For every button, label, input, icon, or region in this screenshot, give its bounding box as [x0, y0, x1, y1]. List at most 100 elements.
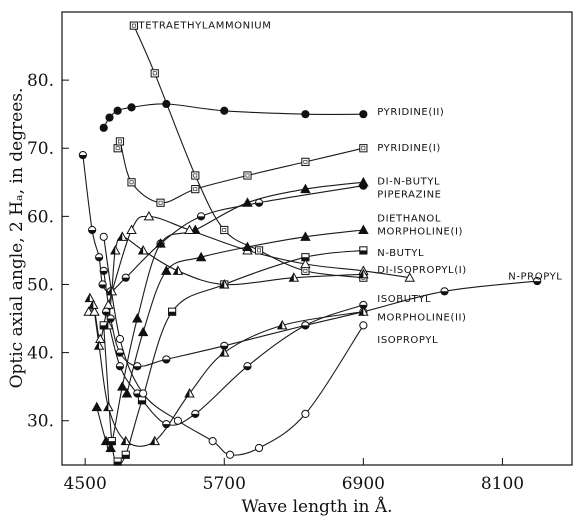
- point-unlabeled-11-1: [137, 326, 149, 337]
- point-n-butyl-8: [359, 246, 368, 255]
- point-morpholine-ii-7: [219, 347, 230, 357]
- series-label-di-n-butyl-piperazine-line1: PIPERAZINE: [377, 189, 441, 200]
- y-tick-label: 40.: [27, 344, 54, 364]
- point-morpholine-ii-8: [276, 319, 288, 330]
- point-n-propyl-8: [440, 287, 449, 296]
- point-pyridine-i-6: [301, 157, 310, 166]
- series-line-di-n-butyl-piperazine: [82, 155, 364, 293]
- point-isopropyl-4: [208, 437, 217, 446]
- series-label-di-n-butyl-piperazine-line0: DI-N-BUTYL: [377, 176, 440, 187]
- point-isobutyl-5: [243, 362, 252, 371]
- point-di-isopropyl-i-5: [143, 210, 155, 221]
- point-n-butyl-1: [107, 437, 116, 446]
- point-unlabeled-12-3: [117, 231, 128, 241]
- series-label-n-butyl: N-BUTYL: [377, 248, 424, 259]
- point-tetraethylammonium-1: [150, 69, 159, 78]
- point-isopropyl-0: [99, 232, 108, 241]
- point-diethanol-morpholine-i-3: [117, 381, 128, 391]
- point-di-n-butyl-piperazine-1: [88, 225, 97, 235]
- point-morpholine-ii-6: [184, 388, 195, 398]
- series-line-pyridine-ii: [103, 103, 364, 129]
- point-diethanol-morpholine-i-8: [300, 183, 311, 194]
- y-tick-label: 50.: [27, 275, 54, 295]
- point-n-propyl-4: [162, 355, 171, 364]
- point-unlabeled-12-5: [172, 265, 184, 275]
- y-tick-label: 80.: [27, 71, 54, 91]
- point-pyridine-ii-5: [220, 106, 229, 115]
- series-line-isobutyl: [105, 304, 364, 426]
- point-n-propyl-0: [99, 266, 108, 275]
- series-label-tetraethylammonium: TETRAETHYLAMMONIUM: [138, 20, 272, 31]
- point-diethanol-morpholine-i-5: [155, 238, 166, 248]
- point-pyridine-ii-4: [162, 99, 171, 109]
- point-pyridine-ii-7: [359, 110, 368, 119]
- curves: [82, 25, 538, 464]
- point-pyridine-i-0: [113, 144, 122, 153]
- point-morpholine-ii-5: [149, 435, 160, 446]
- point-pyridine-ii-2: [113, 106, 122, 115]
- point-pyridine-i-3: [156, 198, 165, 207]
- point-pyridine-i-2: [127, 178, 136, 187]
- series-label-isopropyl: ISOPROPYL: [377, 335, 438, 346]
- point-diethanol-morpholine-i-7: [242, 197, 253, 207]
- point-isopropyl-5: [225, 450, 235, 459]
- y-tick-label: 70.: [27, 139, 54, 159]
- x-axis-label: Wave length in Å.: [241, 496, 392, 517]
- point-n-butyl-5: [168, 307, 177, 316]
- point-unlabeled-12-1: [106, 285, 118, 296]
- point-isopropyl-2: [139, 389, 148, 398]
- point-di-isopropyl-i-10: [404, 272, 415, 282]
- point-unlabeled-12-6: [219, 279, 230, 289]
- y-tick-label: 60.: [27, 207, 54, 227]
- point-unlabeled-12-4: [137, 244, 149, 255]
- point-tetraethylammonium-0: [129, 21, 138, 30]
- point-di-n-butyl-piperazine-0: [78, 150, 87, 160]
- series-label-diethanol-morpholine-i-line0: DIETHANOL: [377, 214, 441, 225]
- point-isobutyl-6: [301, 321, 310, 330]
- series-labels: TETRAETHYLAMMONIUM PYRIDINE(II) PYRIDINE(I…: [138, 20, 562, 346]
- point-unlabeled-11-4: [242, 241, 253, 252]
- point-n-butyl-2: [113, 457, 122, 466]
- point-isobutyl-3: [162, 420, 171, 429]
- point-isopropyl-8: [359, 321, 368, 330]
- x-tick-label: 6900: [342, 474, 385, 494]
- point-di-n-butyl-piperazine-2: [94, 253, 104, 262]
- markers: [78, 21, 542, 466]
- series-label-n-propyl: N-PROPYL: [508, 272, 562, 283]
- point-di-n-butyl-piperazine-8: [254, 198, 264, 207]
- point-unlabeled-12-2: [110, 244, 121, 255]
- point-unlabeled-11-5: [300, 231, 311, 241]
- point-di-isopropyl-i-4: [126, 224, 137, 235]
- point-unlabeled-11-3: [195, 251, 207, 262]
- series-label-isobutyl: ISOBUTYL: [377, 294, 431, 305]
- point-pyridine-ii-1: [105, 113, 114, 122]
- point-n-butyl-3: [121, 450, 130, 459]
- point-unlabeled-11-6: [358, 224, 369, 235]
- series-label-diethanol-morpholine-i-line1: MORPHOLINE(I): [377, 227, 463, 238]
- point-unlabeled-12-8: [358, 268, 369, 279]
- point-di-isopropyl-i-6: [184, 224, 195, 235]
- series-label-pyridine-ii: PYRIDINE(II): [377, 107, 444, 118]
- point-di-isopropyl-i-8: [300, 258, 311, 269]
- x-tick-label: 8100: [481, 474, 524, 494]
- point-morpholine-ii-4: [120, 435, 131, 446]
- point-unlabeled-11-2: [161, 265, 172, 275]
- point-tetraethylammonium-4: [254, 246, 264, 255]
- series-line-tetraethylammonium: [133, 25, 364, 279]
- point-isopropyl-1: [115, 334, 125, 344]
- series-label-morpholine-ii: MORPHOLINE(II): [377, 312, 466, 323]
- point-pyridine-i-1: [115, 137, 125, 146]
- point-isopropyl-6: [254, 443, 264, 453]
- point-morpholine-ii-0: [84, 292, 96, 303]
- y-axis-label: Optic axial angle, 2 Hₐ, in degrees.: [7, 88, 27, 389]
- point-morpholine-ii-9: [358, 306, 369, 316]
- point-unlabeled-11-0: [121, 388, 133, 398]
- point-di-isopropyl-i-1: [89, 306, 100, 316]
- point-isopropyl-7: [301, 409, 310, 419]
- series-line-morpholine-ii: [89, 297, 364, 447]
- point-pyridine-i-7: [359, 144, 368, 153]
- point-pyridine-ii-3: [127, 103, 136, 112]
- point-isopropyl-3: [173, 416, 183, 425]
- point-unlabeled-12-0: [103, 319, 114, 330]
- x-tick-label: 5700: [203, 474, 246, 494]
